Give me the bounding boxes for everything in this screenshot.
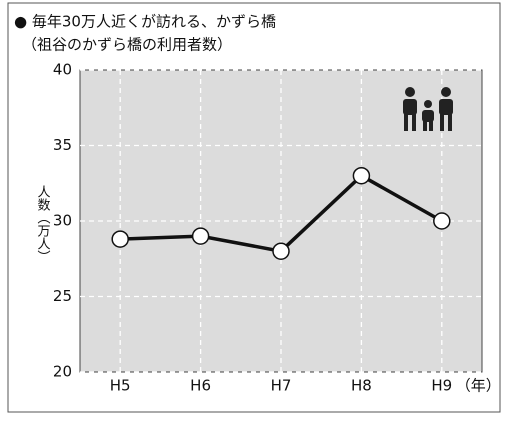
chart-title: ● 毎年30万人近くが訪れる、かずら橋 [14, 13, 276, 31]
data-point [191, 227, 210, 245]
x-tick-label: H9 [431, 377, 452, 395]
plot-area [79, 69, 483, 373]
data-point [433, 212, 451, 230]
x-tick-label: H8 [351, 377, 372, 395]
x-axis-label: （年） [456, 377, 501, 395]
y-tick-label: 20 [53, 363, 72, 381]
y-tick-label: 30 [53, 212, 72, 230]
x-tick-label: H5 [110, 377, 131, 395]
family-icon [403, 87, 453, 131]
data-point [111, 230, 129, 248]
y-tick-label: 35 [53, 136, 72, 154]
chart-subtitle: （祖谷のかずら橋の利用者数） [22, 36, 232, 54]
x-tick-label: H6 [190, 377, 211, 395]
y-tick-label: 40 [53, 61, 72, 79]
data-point [272, 242, 290, 260]
y-axis-label: 人数（万人） [35, 185, 51, 263]
x-tick-label: H7 [271, 377, 292, 395]
data-point [352, 166, 371, 185]
y-tick-label: 25 [53, 287, 72, 305]
